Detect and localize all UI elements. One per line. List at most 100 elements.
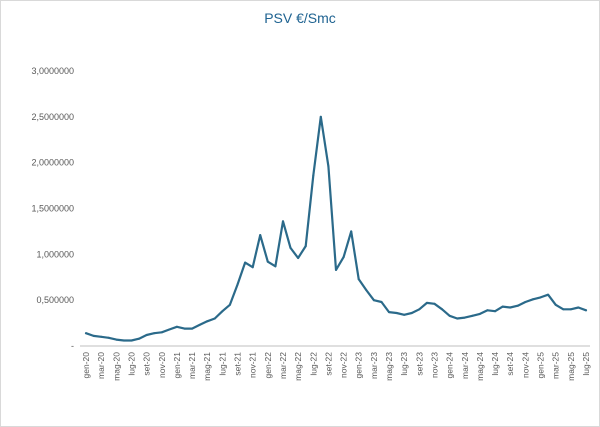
data-point <box>410 312 413 314</box>
data-point <box>274 265 277 268</box>
x-axis: gen-20 mar-20 mag-20 lug-20 set-20 nov-20 gen-… <box>80 345 591 381</box>
x-tick-label: set-20 <box>142 352 152 376</box>
x-tick-label: mar-21 <box>187 352 197 379</box>
data-point <box>539 296 542 299</box>
x-tick-label: mag-20 <box>111 352 121 381</box>
x-tick-label: set-21 <box>233 352 243 376</box>
data-point <box>312 174 315 177</box>
x-tick-label: gen-20 <box>81 352 91 379</box>
y-tick-label: 2,5000000 <box>31 112 74 122</box>
data-point <box>425 301 428 304</box>
x-tick-label: nov-20 <box>157 352 167 378</box>
data-point <box>244 261 247 264</box>
data-point <box>319 115 322 118</box>
data-point <box>304 245 307 248</box>
y-tick-label: 3,0000000 <box>31 66 74 76</box>
x-tick-label: nov-24 <box>520 352 530 378</box>
data-point <box>532 298 534 301</box>
x-tick-label: gen-24 <box>445 352 455 379</box>
data-point <box>547 293 550 296</box>
data-point <box>130 339 133 342</box>
data-point <box>357 278 360 281</box>
y-tick-label: 2,0000000 <box>31 158 74 168</box>
data-point <box>562 308 565 311</box>
data-point <box>282 220 284 223</box>
x-tick-label: mar-24 <box>460 352 470 379</box>
data-point <box>448 314 451 317</box>
data-point <box>585 309 587 312</box>
y-tick-label: 1,000000 <box>36 249 74 259</box>
data-point <box>342 256 345 259</box>
data-point <box>160 331 163 334</box>
data-point <box>388 311 390 314</box>
data-point <box>251 266 254 269</box>
x-tick-label: mag-22 <box>293 352 303 381</box>
x-tick-label: set-24 <box>505 352 515 376</box>
x-tick-label: gen-23 <box>354 352 364 379</box>
x-tick-label: set-23 <box>414 352 424 376</box>
x-tick-label: nov-21 <box>248 352 258 378</box>
x-tick-label: lug-24 <box>490 352 500 376</box>
data-point <box>85 332 87 335</box>
data-point <box>183 327 186 330</box>
data-point <box>206 320 209 323</box>
chart-title: PSV €/Smc <box>264 10 336 26</box>
x-tick-label: set-22 <box>323 352 333 376</box>
x-tick-label: nov-23 <box>429 352 439 378</box>
x-tick-label: mar-20 <box>96 352 106 379</box>
x-tick-label: mag-23 <box>384 352 394 381</box>
data-point <box>335 268 337 271</box>
data-point <box>228 303 231 306</box>
y-axis: - 0,500000 1,000000 1,5000000 2,0000000 2,500… <box>31 66 74 351</box>
data-point <box>441 308 444 311</box>
data-point <box>395 312 398 314</box>
data-point <box>122 339 125 342</box>
data-point <box>289 246 292 249</box>
data-point <box>327 165 330 168</box>
data-point <box>494 310 497 313</box>
data-point <box>198 323 201 326</box>
data-point <box>236 283 239 286</box>
data-point <box>372 299 375 302</box>
data-point <box>259 234 262 237</box>
data-point <box>191 327 194 330</box>
data-point <box>168 328 171 331</box>
data-point <box>433 302 436 305</box>
data-point <box>516 304 519 307</box>
x-tick-label: mar-25 <box>551 352 561 379</box>
data-point <box>463 316 466 319</box>
data-point <box>569 308 572 311</box>
data-point <box>380 301 383 303</box>
data-point <box>403 313 406 316</box>
data-point <box>175 325 178 328</box>
data-point <box>456 317 459 320</box>
data-point <box>486 309 489 312</box>
data-point <box>213 317 216 320</box>
data-point <box>221 310 224 313</box>
data-point <box>478 312 481 315</box>
data-point <box>509 306 512 309</box>
x-tick-label: mag-21 <box>202 352 212 381</box>
data-point <box>297 257 300 259</box>
x-tick-label: gen-22 <box>263 352 273 379</box>
y-tick-label: 1,5000000 <box>31 204 74 214</box>
data-point <box>471 314 474 317</box>
data-point <box>350 230 353 233</box>
plot-area <box>84 115 588 342</box>
x-tick-label: mar-23 <box>369 352 379 379</box>
x-tick-label: mar-22 <box>278 352 288 379</box>
x-tick-label: lug-20 <box>126 352 136 376</box>
y-tick-label: - <box>71 341 74 351</box>
x-tick-label: mag-24 <box>475 352 485 381</box>
x-tick-label: gen-25 <box>536 352 546 379</box>
x-tick-label: lug-23 <box>399 352 409 376</box>
data-point <box>92 334 95 337</box>
data-point <box>577 306 580 309</box>
data-point <box>100 335 103 338</box>
x-tick-label: lug-25 <box>581 352 591 376</box>
data-point <box>524 301 527 303</box>
x-tick-label: lug-21 <box>217 352 227 376</box>
data-point <box>145 334 148 336</box>
